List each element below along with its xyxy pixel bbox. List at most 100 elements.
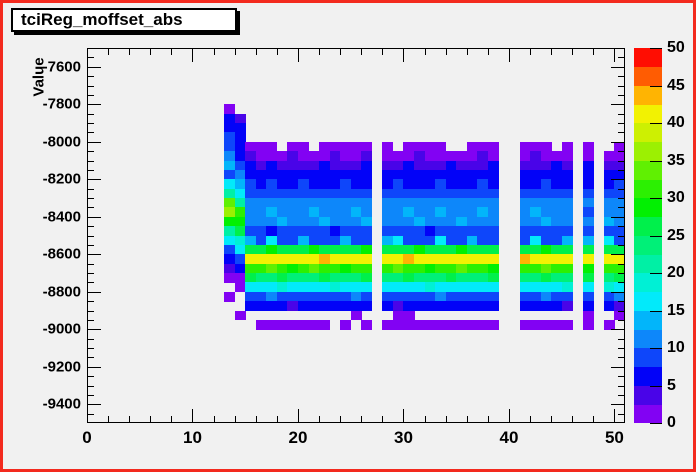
heatmap-cell — [234, 160, 246, 171]
heatmap-cell — [540, 273, 552, 283]
heatmap-cell — [519, 141, 531, 152]
axis-tick — [618, 226, 624, 227]
heatmap-cell — [245, 273, 257, 283]
y-axis-tick-label: -7600 — [42, 58, 81, 76]
heatmap-cell — [466, 179, 478, 190]
axis-tick — [87, 409, 88, 422]
heatmap-cell — [466, 319, 478, 330]
heatmap-cell — [287, 207, 299, 218]
heatmap-cell — [540, 216, 552, 227]
heatmap-cell — [519, 244, 531, 255]
heatmap-cell — [477, 198, 489, 208]
heatmap-cell — [297, 141, 310, 152]
heatmap-cell — [603, 254, 615, 265]
axis-tick — [88, 292, 101, 293]
heatmap-cell — [445, 198, 457, 208]
axis-tick — [277, 49, 278, 55]
heatmap-cell — [487, 179, 499, 190]
heatmap-cell — [276, 319, 288, 330]
heatmap-cell — [603, 235, 615, 246]
heatmap-cell — [319, 263, 331, 274]
heatmap-cell — [614, 301, 626, 311]
heatmap-cell — [392, 291, 404, 302]
heatmap-cell — [561, 273, 573, 283]
heatmap-cell — [287, 244, 299, 255]
heatmap-cell — [329, 301, 341, 311]
axis-tick — [361, 49, 362, 55]
heatmap-cell — [340, 235, 352, 246]
heatmap-cell — [350, 226, 362, 236]
heatmap-cell — [561, 141, 573, 152]
heatmap-cell — [414, 160, 426, 171]
axis-tick — [88, 404, 101, 405]
heatmap-cell — [530, 254, 542, 265]
axis-tick — [88, 264, 94, 265]
heatmap-cell — [234, 179, 246, 190]
axis-tick — [618, 170, 624, 171]
heatmap-cell — [456, 235, 468, 246]
heatmap-cell — [403, 244, 415, 255]
axis-tick — [425, 49, 426, 55]
heatmap-cell — [276, 207, 288, 218]
heatmap-cell — [540, 188, 552, 199]
heatmap-cell — [487, 319, 499, 330]
heatmap-cell — [308, 151, 320, 161]
color-scale-bar: 0 5 10 15 20 25 30 35 40 45 50 — [3, 3, 693, 469]
axis-tick — [618, 86, 624, 87]
axis-tick — [88, 282, 94, 283]
axis-tick — [88, 367, 101, 368]
heatmap-cell — [308, 188, 320, 199]
axis-tick — [403, 409, 404, 422]
axis-tick — [88, 311, 94, 312]
axis-tick — [88, 320, 94, 321]
color-scale-tick-label: 45 — [667, 76, 685, 94]
color-scale-tick — [650, 386, 662, 387]
axis-tick — [88, 198, 94, 199]
axis-tick — [88, 357, 94, 358]
axis-tick — [319, 49, 320, 55]
heatmap-cell — [414, 244, 426, 255]
heatmap-cell — [414, 141, 426, 152]
heatmap-cell — [297, 226, 310, 236]
heatmap-cell — [350, 263, 362, 274]
heatmap-cell — [287, 216, 299, 227]
heatmap-cell — [245, 141, 257, 152]
heatmap-cell — [603, 301, 615, 311]
heatmap-cell — [530, 319, 542, 330]
axis-tick — [192, 49, 193, 62]
heatmap-cell — [255, 216, 267, 227]
heatmap-cell — [487, 301, 499, 311]
heatmap-cell — [477, 291, 489, 302]
heatmap-cell — [424, 160, 436, 171]
heatmap-cell — [530, 301, 542, 311]
heatmap-cell — [392, 235, 404, 246]
axis-tick — [277, 416, 278, 422]
heatmap-cell — [466, 151, 478, 161]
heatmap-cell — [224, 235, 236, 246]
heatmap-cell — [530, 169, 542, 180]
heatmap-cell — [519, 207, 531, 218]
heatmap-cell — [435, 169, 447, 180]
heatmap-cell — [392, 273, 404, 283]
heatmap-cell — [287, 141, 299, 152]
heatmap-cell — [487, 141, 499, 152]
heatmap-cell — [561, 207, 573, 218]
heatmap-cell — [255, 235, 267, 246]
color-scale-tick — [650, 236, 662, 237]
heatmap-cell — [234, 226, 246, 236]
heatmap-cell — [487, 282, 499, 293]
heatmap-cell — [519, 263, 531, 274]
heatmap-cell — [456, 216, 468, 227]
axis-tick — [488, 49, 489, 55]
heatmap-cell — [561, 226, 573, 236]
axis-tick — [88, 395, 94, 396]
heatmap-cell — [540, 291, 552, 302]
heatmap-cell — [445, 216, 457, 227]
heatmap-cell — [487, 291, 499, 302]
heatmap-cell — [614, 310, 626, 321]
heatmap-cell — [361, 179, 373, 190]
heatmap-cell — [287, 151, 299, 161]
heatmap-cell — [350, 188, 362, 199]
axis-tick — [611, 292, 624, 293]
heatmap-cell — [287, 273, 299, 283]
